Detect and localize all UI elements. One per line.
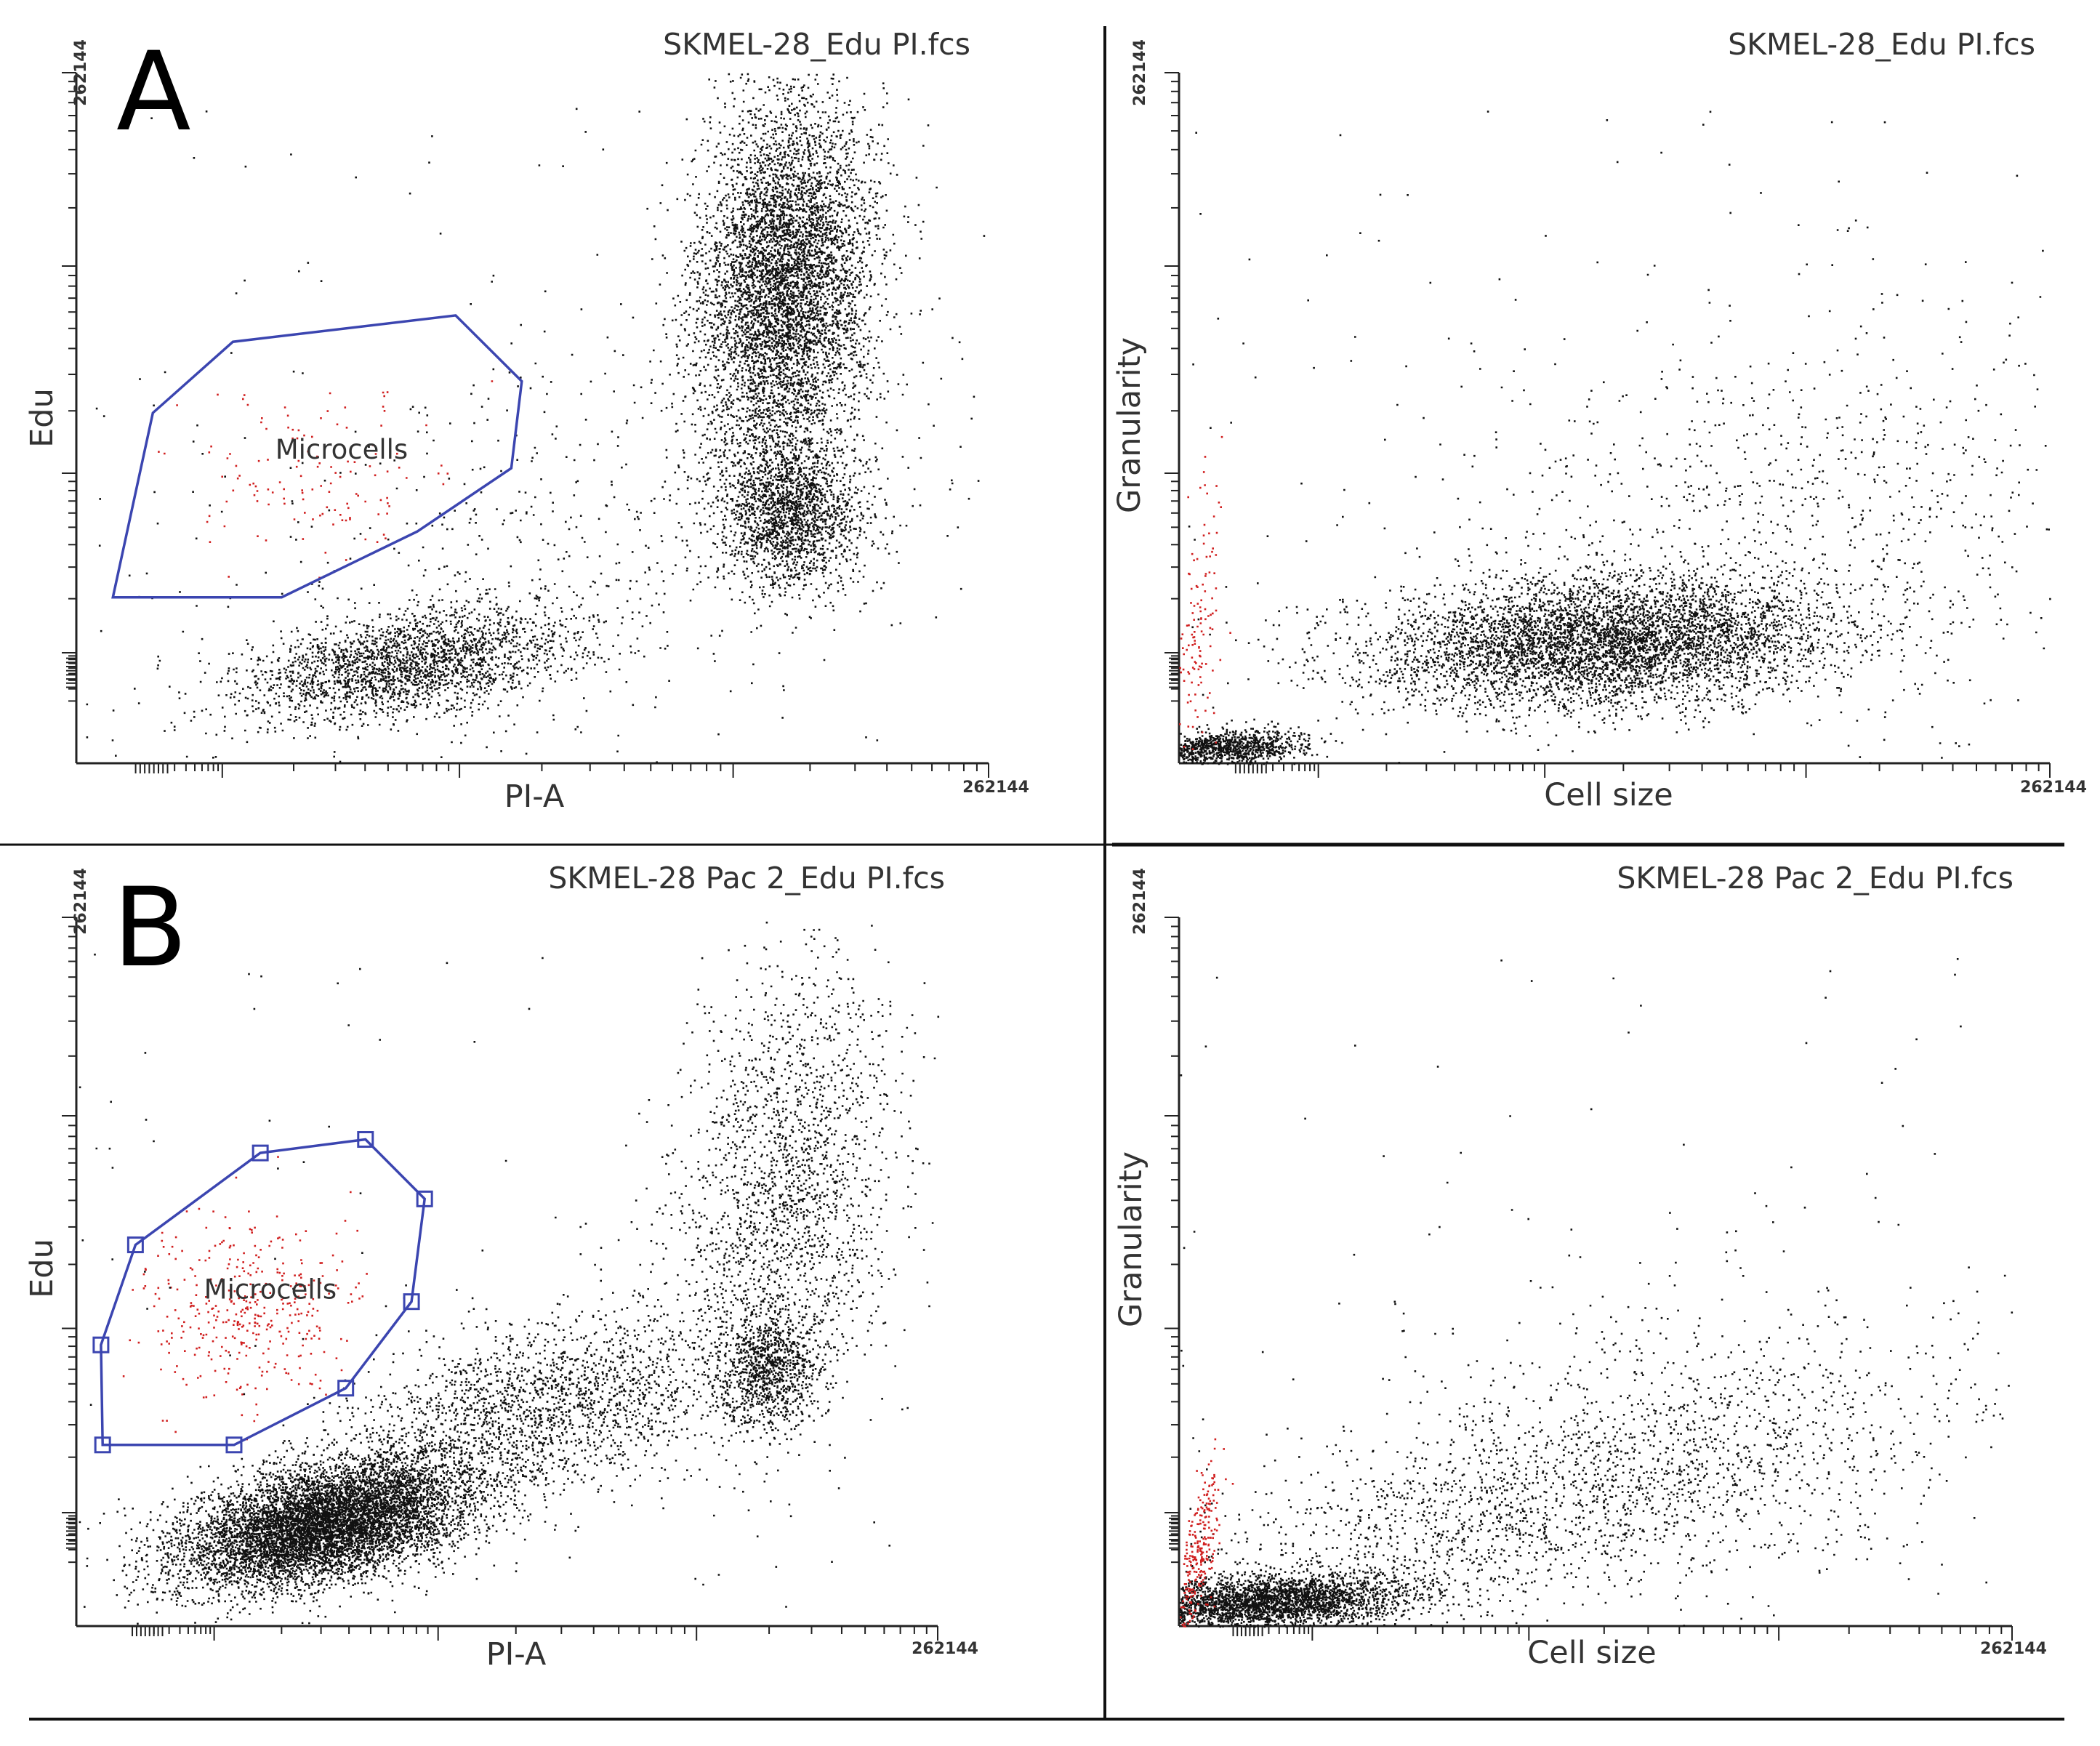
events — [225, 1223, 904, 1578]
y-axis-label: Edu — [24, 1239, 60, 1298]
x-max-tick-label: 262144 — [1980, 1640, 2047, 1658]
y-max-tick-label: 262144 — [72, 39, 90, 106]
y-max-tick-label: 262144 — [1131, 868, 1149, 935]
gate-handle[interactable] — [126, 1236, 144, 1254]
events — [1179, 1556, 1520, 1628]
y-axis-label: Granularity — [1111, 337, 1148, 513]
panel-b-left-plot: SKMEL-28 Pac 2_Edu PI.fcs Microcells PI-… — [24, 861, 978, 1673]
events — [1179, 718, 1343, 765]
panel-letter-b: B — [113, 865, 188, 991]
gate-handle[interactable] — [225, 1436, 243, 1454]
y-axis-label: Edu — [24, 388, 60, 448]
panel-b-right-plot: SKMEL-28 Pac 2_Edu PI.fcs Cell size Gran… — [1113, 861, 2047, 1671]
gate-handle[interactable] — [357, 1131, 374, 1148]
file-title: SKMEL-28 Pac 2_Edu PI.fcs — [548, 861, 945, 896]
x-axis-label: PI-A — [504, 779, 565, 815]
x-max-tick-label: 262144 — [2020, 779, 2087, 797]
events — [1278, 226, 2050, 765]
y-max-tick-label: 262144 — [72, 868, 90, 935]
panel-letter-a: A — [116, 29, 191, 156]
gate-handle[interactable] — [94, 1436, 111, 1454]
gated-events — [1179, 435, 1231, 750]
gate-handle[interactable] — [416, 1190, 433, 1207]
events — [1185, 1311, 2013, 1628]
gate-handle[interactable] — [92, 1336, 110, 1353]
x-max-tick-label: 262144 — [962, 779, 1029, 797]
y-max-tick-label: 262144 — [1131, 39, 1149, 106]
x-axis-label: PI-A — [486, 1636, 547, 1673]
file-title: SKMEL-28 Pac 2_Edu PI.fcs — [1617, 861, 2013, 896]
events — [672, 397, 916, 631]
microcells-gate[interactable] — [111, 314, 523, 599]
events — [86, 561, 669, 758]
events — [79, 1392, 600, 1625]
panel-a-left-plot: SKMEL-28_Edu PI.fcs Microcells PI-A Edu … — [24, 27, 1029, 815]
file-title: SKMEL-28_Edu PI.fcs — [1728, 27, 2035, 62]
gate-label: Microcells — [204, 1274, 337, 1305]
events — [1206, 1192, 2006, 1627]
events — [625, 73, 941, 662]
events — [86, 177, 986, 763]
panel-a-right-plot: SKMEL-28_Edu PI.fcs Cell size Granularit… — [1111, 27, 2087, 813]
y-axis-label: Granularity — [1113, 1151, 1149, 1327]
outlier-events — [1188, 110, 2019, 764]
gate-label: Microcells — [275, 434, 409, 465]
gate-handle[interactable] — [403, 1293, 420, 1311]
x-max-tick-label: 262144 — [912, 1640, 978, 1658]
gate-handle[interactable] — [337, 1380, 355, 1397]
events — [600, 921, 940, 1608]
gate-handle[interactable] — [252, 1144, 269, 1162]
events — [1197, 528, 2051, 752]
x-axis-label: Cell size — [1527, 1635, 1656, 1671]
x-axis-label: Cell size — [1544, 777, 1673, 813]
file-title: SKMEL-28_Edu PI.fcs — [663, 27, 970, 62]
microcells-gate[interactable] — [100, 1138, 427, 1447]
